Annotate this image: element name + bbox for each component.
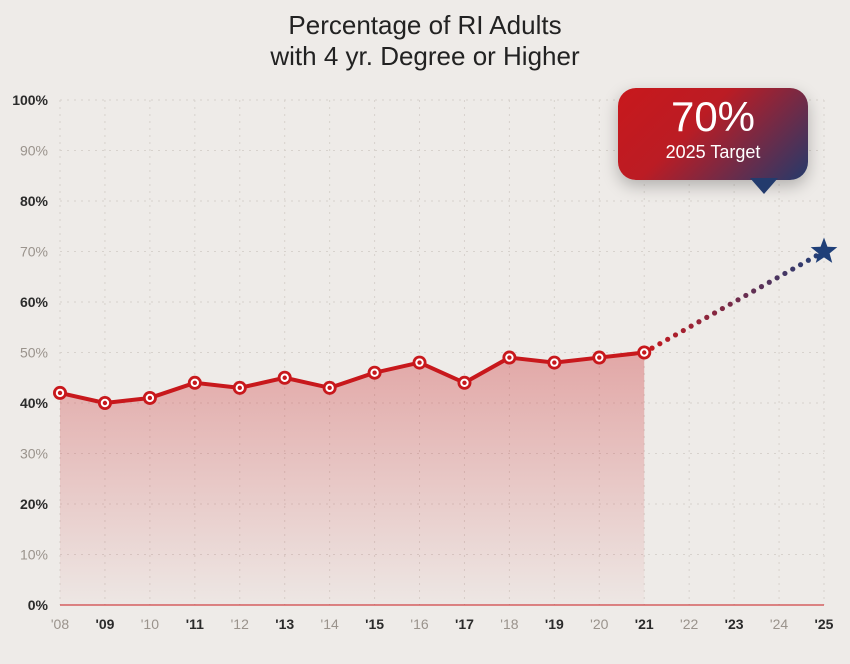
svg-text:'16: '16 [410,616,428,632]
svg-text:'08: '08 [51,616,69,632]
target-star-icon [811,238,838,263]
target-percent: 70% [618,88,808,138]
svg-text:40%: 40% [20,395,49,411]
svg-text:70%: 70% [20,244,48,260]
svg-text:50%: 50% [20,345,48,361]
svg-text:'24: '24 [770,616,788,632]
svg-text:'12: '12 [231,616,249,632]
svg-text:80%: 80% [20,193,49,209]
svg-text:'18: '18 [500,616,518,632]
svg-text:'22: '22 [680,616,698,632]
svg-text:30%: 30% [20,446,48,462]
svg-text:'25: '25 [815,616,834,632]
chart-container: Percentage of RI Adults with 4 yr. Degre… [0,0,850,664]
svg-text:'19: '19 [545,616,564,632]
target-badge: 70% 2025 Target [618,88,808,180]
x-axis-ticks: '08 '09 '10 '11 '12 '13 '14 '15 '16 '17 '18 '19 '20 '… [51,616,834,632]
svg-text:'10: '10 [141,616,159,632]
svg-text:'13: '13 [275,616,294,632]
svg-text:'17: '17 [455,616,474,632]
actual-area-fill [60,353,644,606]
svg-text:60%: 60% [20,294,49,310]
svg-text:90%: 90% [20,143,48,159]
svg-text:'14: '14 [321,616,339,632]
y-axis-ticks: 0% 10% 20% 30% 40% 50% 60% 70% 80% 90% 100% [12,92,48,613]
svg-text:'09: '09 [95,616,114,632]
svg-text:'11: '11 [186,616,204,632]
svg-text:100%: 100% [12,92,48,108]
svg-text:0%: 0% [28,597,49,613]
projection-dots [649,253,818,350]
svg-text:'15: '15 [365,616,384,632]
svg-text:'23: '23 [725,616,744,632]
svg-text:'20: '20 [590,616,608,632]
target-label: 2025 Target [618,142,808,163]
svg-text:10%: 10% [20,547,48,563]
svg-text:20%: 20% [20,496,49,512]
svg-text:'21: '21 [635,616,654,632]
